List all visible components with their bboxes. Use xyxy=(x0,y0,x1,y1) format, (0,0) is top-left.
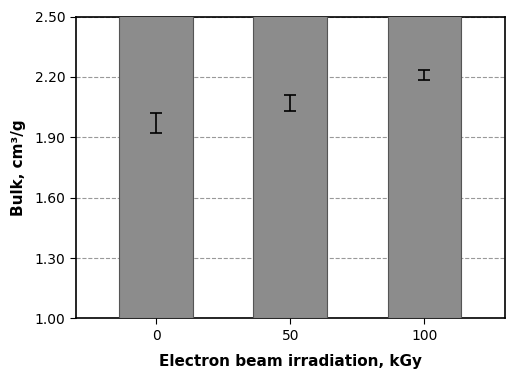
X-axis label: Electron beam irradiation, kGy: Electron beam irradiation, kGy xyxy=(159,354,422,369)
Bar xyxy=(119,0,193,318)
Bar xyxy=(253,0,327,318)
Y-axis label: Bulk, cm³/g: Bulk, cm³/g xyxy=(11,119,26,216)
Bar xyxy=(388,0,461,318)
